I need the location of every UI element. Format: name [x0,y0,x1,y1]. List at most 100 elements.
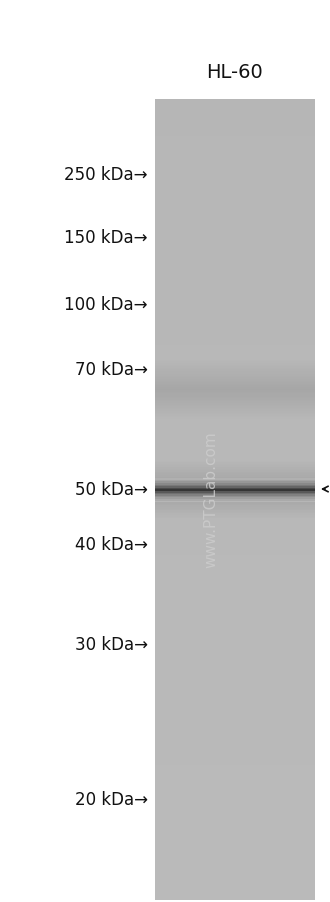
Bar [155,241,315,244]
Bar [155,223,315,226]
Bar [155,332,315,335]
Bar [155,229,315,233]
Bar [155,632,315,635]
Bar [155,340,315,343]
Bar [155,345,315,347]
Bar [155,732,315,736]
Bar [155,612,315,614]
Bar [155,546,315,549]
Bar [155,637,315,640]
Bar [155,351,315,354]
Bar [155,159,315,162]
Bar [155,842,315,844]
Bar [155,683,315,686]
Bar [155,328,315,332]
Bar [155,817,315,821]
Bar [155,747,315,750]
Bar [155,164,315,167]
Bar [155,341,315,345]
Bar [155,156,315,159]
Bar [155,417,315,419]
Bar [155,725,315,728]
Bar [155,753,315,757]
Bar [155,282,315,285]
Bar [155,536,315,539]
Bar [155,418,315,421]
Bar [155,181,315,185]
Bar [155,543,315,546]
Bar [155,397,315,400]
Bar [155,327,315,330]
Bar [155,199,315,202]
Bar [155,835,315,838]
Bar [155,557,315,560]
Bar [155,502,315,506]
Bar [155,865,315,869]
Bar [155,896,315,899]
Bar [155,299,315,303]
Bar [155,723,315,726]
Bar [155,678,315,682]
Bar [155,237,315,241]
Bar [155,517,315,520]
Bar [155,856,315,859]
Bar [155,143,315,146]
Bar [155,136,315,140]
Bar [155,693,315,696]
Bar [155,809,315,813]
Bar [155,815,315,817]
Bar [155,844,315,848]
Bar [155,667,315,670]
Bar [155,782,315,786]
Text: 70 kDa→: 70 kDa→ [75,361,148,379]
Bar [155,372,315,374]
Bar [155,790,315,794]
Bar [155,127,315,130]
Bar [155,600,315,603]
Bar [155,455,315,458]
Bar [155,603,315,606]
Bar [155,113,315,115]
Bar [155,432,315,436]
Bar [155,477,315,480]
Bar [155,560,315,563]
Bar [155,739,315,742]
Bar [155,173,315,177]
Bar [155,768,315,771]
Bar [155,648,315,651]
Bar [155,565,315,568]
Bar [155,485,315,488]
Bar [155,161,315,164]
Bar [155,108,315,111]
Bar [155,216,315,220]
Bar [155,676,315,680]
Bar [155,564,315,566]
Bar [155,415,315,418]
Bar [155,796,315,800]
Bar [155,674,315,676]
Bar [155,610,315,612]
Bar [155,450,315,453]
Bar [155,854,315,857]
Bar [155,400,315,403]
Bar [155,314,315,318]
Text: 20 kDa→: 20 kDa→ [75,790,148,808]
Bar [155,194,315,198]
Bar [155,305,315,308]
Bar [155,123,315,125]
Bar [155,703,315,705]
Bar [155,262,315,266]
Bar [155,357,315,360]
Bar [155,881,315,885]
Bar [155,402,315,405]
Bar [155,150,315,152]
Bar [155,819,315,823]
Bar [155,364,315,367]
Bar [155,138,315,142]
Bar [155,382,315,386]
Bar [155,185,315,188]
Bar [155,552,315,556]
Bar [155,887,315,889]
Bar [155,465,315,467]
Bar [155,879,315,881]
